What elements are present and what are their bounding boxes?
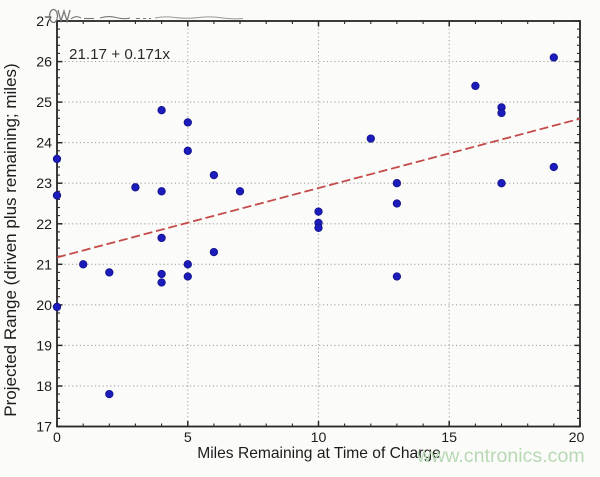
svg-text:0: 0 xyxy=(53,430,61,446)
svg-text:23: 23 xyxy=(36,176,52,192)
svg-text:20: 20 xyxy=(36,298,52,314)
svg-text:Miles Remaining at Time of Cha: Miles Remaining at Time of Charge xyxy=(197,445,441,462)
svg-text:18: 18 xyxy=(36,379,52,395)
svg-text:22: 22 xyxy=(36,217,52,233)
svg-text:5: 5 xyxy=(184,430,192,446)
svg-text:27: 27 xyxy=(36,14,52,30)
svg-text:10: 10 xyxy=(311,430,327,446)
svg-text:21: 21 xyxy=(36,257,52,273)
svg-text:21.17 + 0.171x: 21.17 + 0.171x xyxy=(69,46,170,63)
svg-text:24: 24 xyxy=(36,136,52,152)
svg-text:25: 25 xyxy=(36,95,52,111)
svg-text:19: 19 xyxy=(36,338,52,354)
svg-text:20: 20 xyxy=(569,430,585,446)
svg-text:www.cntronics.com: www.cntronics.com xyxy=(416,445,585,467)
svg-text:26: 26 xyxy=(36,55,52,71)
svg-text:17: 17 xyxy=(36,420,52,436)
svg-text:15: 15 xyxy=(441,430,457,446)
svg-text:Projected Range (driven plus r: Projected Range (driven plus remaining; … xyxy=(1,63,20,416)
